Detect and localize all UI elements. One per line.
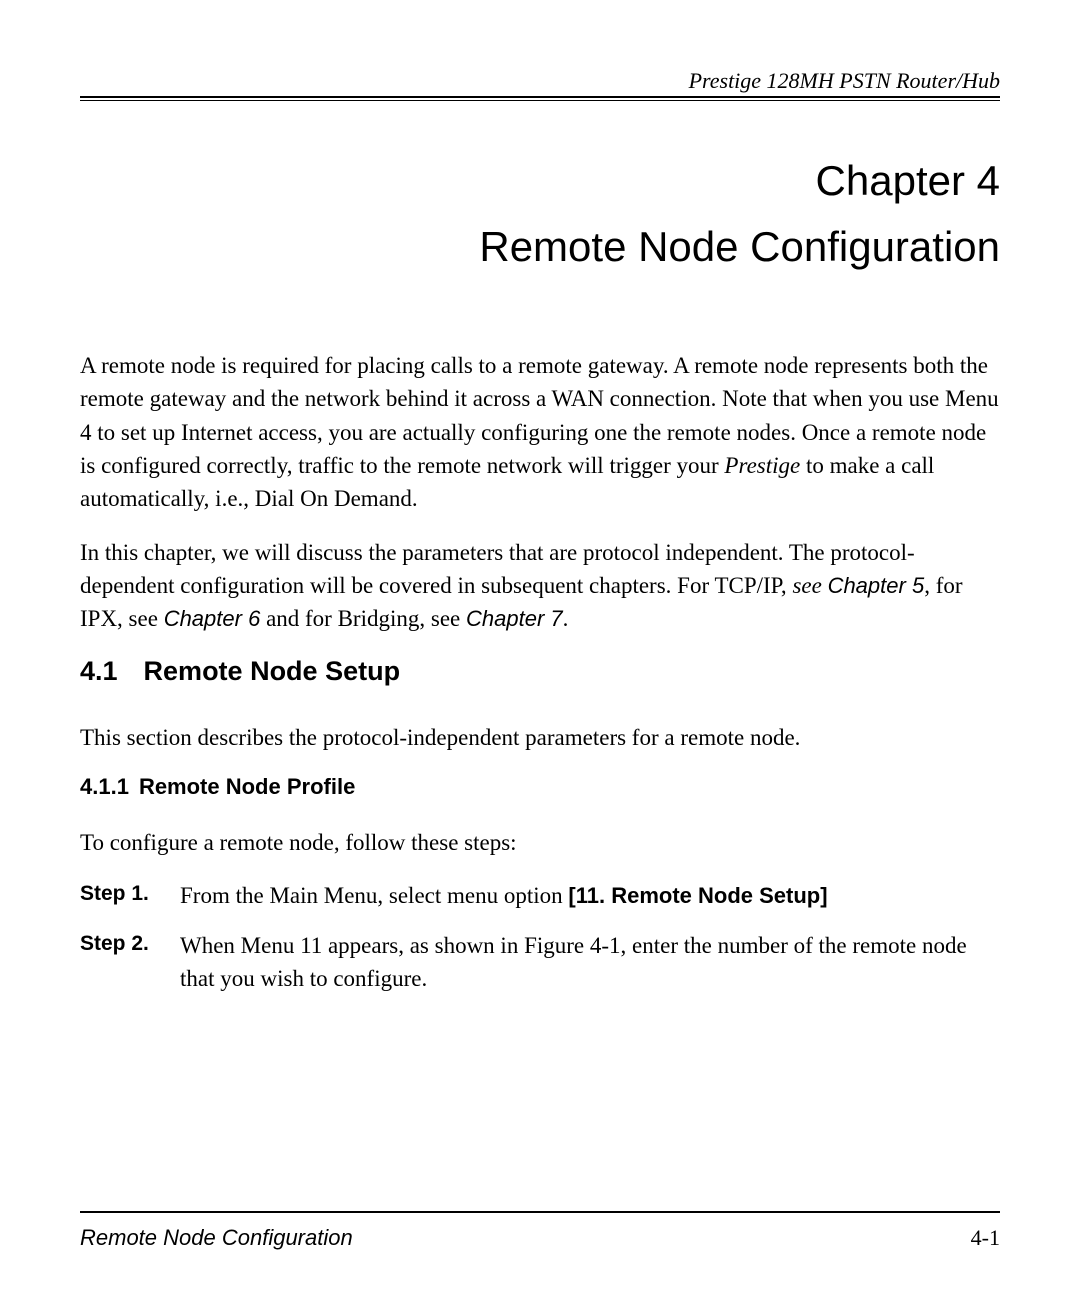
step-1-menu-option: [11. Remote Node Setup] [568,883,827,908]
header-rule-top: Prestige 128MH PSTN Router/Hub [80,68,1000,98]
step-2-label: Step 2. [80,929,180,996]
section-intro: This section describes the protocol-inde… [80,721,1000,754]
header-running-title: Prestige 128MH PSTN Router/Hub [689,68,1000,94]
p2-chapter5-ref: Chapter 5 [828,573,925,598]
intro-paragraph-2: In this chapter, we will discuss the par… [80,536,1000,636]
p2-chapter7-ref: Chapter 7 [466,606,563,631]
section-heading-4-1: 4.1 Remote Node Setup [80,656,1000,687]
chapter-number: Chapter 4 [80,157,1000,205]
page-footer: Remote Node Configuration 4-1 [80,1211,1000,1251]
p2-chapter6-ref: Chapter 6 [164,606,261,631]
section-number: 4.1 [80,656,118,687]
footer-row: Remote Node Configuration 4-1 [80,1225,1000,1251]
header-rule-bottom [80,100,1000,101]
step-2-text: When Menu 11 appears, as shown in Figure… [180,929,1000,996]
p2-see: see [792,573,827,598]
p2-text-a: In this chapter, we will discuss the par… [80,540,915,598]
step-1-text: From the Main Menu, select menu option [… [180,879,1000,912]
subsection-intro: To configure a remote node, follow these… [80,826,1000,859]
footer-rule [80,1211,1000,1213]
p2-text-c: and for Bridging, see [260,606,466,631]
subsection-heading-4-1-1: 4.1.1 Remote Node Profile [80,774,1000,800]
chapter-title: Remote Node Configuration [80,223,1000,271]
p2-text-d: . [563,606,569,631]
footer-chapter-name: Remote Node Configuration [80,1225,353,1251]
footer-page-number: 4-1 [971,1225,1000,1251]
subsection-title: Remote Node Profile [139,774,355,799]
step-1-text-a: From the Main Menu, select menu option [180,883,568,908]
step-1: Step 1. From the Main Menu, select menu … [80,879,1000,912]
p1-prestige: Prestige [724,453,800,478]
section-title: Remote Node Setup [144,656,401,686]
subsection-number: 4.1.1 [80,774,129,800]
intro-paragraph-1: A remote node is required for placing ca… [80,349,1000,516]
step-2: Step 2. When Menu 11 appears, as shown i… [80,929,1000,996]
step-1-label: Step 1. [80,879,180,912]
